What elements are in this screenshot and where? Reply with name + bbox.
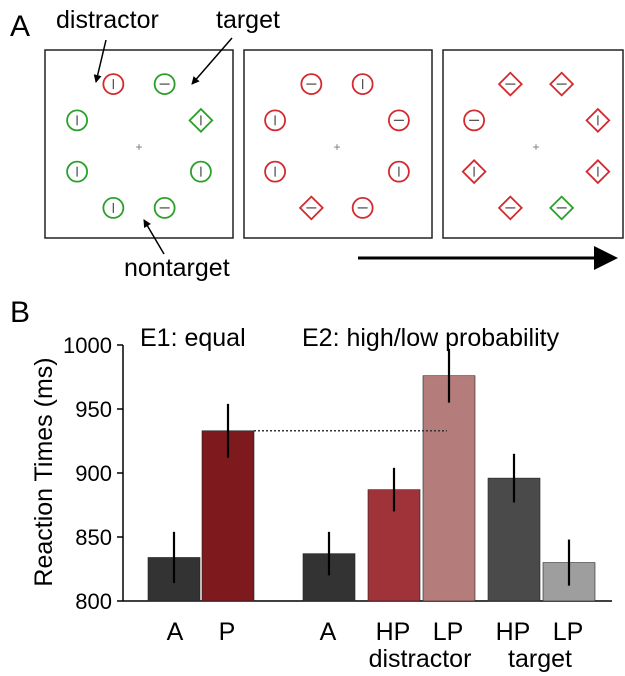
search-display-sequence: + + + — [44, 49, 624, 239]
nontarget-callout: nontarget — [124, 254, 230, 282]
reaction-time-chart: 800 850 900 950 1000 — [63, 333, 612, 614]
y-tick-label-850: 850 — [75, 525, 112, 550]
stimulus-distractor-3-1 — [497, 71, 523, 97]
stimulus-target-1-3 — [188, 107, 214, 133]
display-frame-2 — [243, 49, 433, 239]
stimulus-distractor-1-1 — [102, 73, 125, 96]
stimulus-nontarget-1-7 — [66, 160, 89, 183]
target-group-label: target — [508, 645, 572, 673]
stimulus-nontarget-1-2 — [153, 73, 176, 96]
e1-group-label: E1: equal — [140, 324, 246, 352]
stimulus-distractor-2-2 — [351, 73, 374, 96]
display-frame-3 — [442, 49, 624, 239]
stimulus-distractor-2-3 — [387, 109, 410, 132]
stimulus-distractor-3-3 — [585, 107, 611, 133]
category-label-hp-target: HP — [496, 618, 531, 646]
category-label-hp-distractor: HP — [376, 618, 411, 646]
y-tick-label-1000: 1000 — [63, 333, 112, 358]
target-arrow — [191, 37, 233, 85]
stimulus-distractor-2-5 — [351, 196, 374, 219]
stimulus-nontarget-1-4 — [189, 160, 212, 183]
stimulus-distractor-2-7 — [264, 160, 287, 183]
stimulus-nontarget-1-6 — [102, 196, 125, 219]
distractor-group-label: distractor — [369, 645, 472, 673]
stimulus-distractor-3-7 — [461, 159, 487, 185]
e2-group-label: E2: high/low probability — [302, 324, 560, 352]
category-label-lp-target: LP — [553, 618, 584, 646]
stimulus-distractor-3-4 — [585, 159, 611, 185]
y-tick-label-950: 950 — [75, 397, 112, 422]
display-frame-1 — [44, 49, 234, 239]
stimulus-distractor-3-2 — [549, 71, 575, 97]
time-arrow-head — [594, 246, 618, 270]
stimulus-distractor-3-6 — [497, 195, 523, 221]
y-tick-label-800: 800 — [75, 589, 112, 614]
fixation-cross-2: + — [333, 140, 340, 154]
stimulus-distractor-2-8 — [264, 109, 287, 132]
category-label-lp-distractor: LP — [433, 618, 464, 646]
y-tick-label-900: 900 — [75, 461, 112, 486]
category-label-a-e1: A — [167, 618, 184, 646]
fixation-cross-3: + — [532, 140, 539, 154]
stimulus-distractor-2-6 — [298, 195, 324, 221]
category-label-p: P — [219, 618, 236, 646]
stimulus-target-3-5 — [549, 195, 575, 221]
stimulus-distractor-2-4 — [387, 160, 410, 183]
target-callout: target — [216, 6, 280, 34]
category-label-a-e2: A — [320, 618, 337, 646]
bar-lp-5 — [422, 375, 476, 602]
nontarget-arrow — [143, 219, 165, 255]
distractor-arrow — [93, 39, 107, 83]
distractor-callout: distractor — [56, 6, 159, 34]
panel-a-label: A — [10, 10, 30, 43]
stimulus-distractor-2-1 — [300, 73, 323, 96]
stimulus-distractor-3-8 — [463, 109, 486, 132]
fixation-cross-1: + — [135, 140, 142, 154]
stimulus-nontarget-1-8 — [66, 109, 89, 132]
stimulus-nontarget-1-5 — [153, 196, 176, 219]
y-axis-title: Reaction Times (ms) — [30, 357, 58, 586]
bar-p-2 — [201, 430, 255, 602]
panel-b-label: B — [10, 296, 30, 329]
